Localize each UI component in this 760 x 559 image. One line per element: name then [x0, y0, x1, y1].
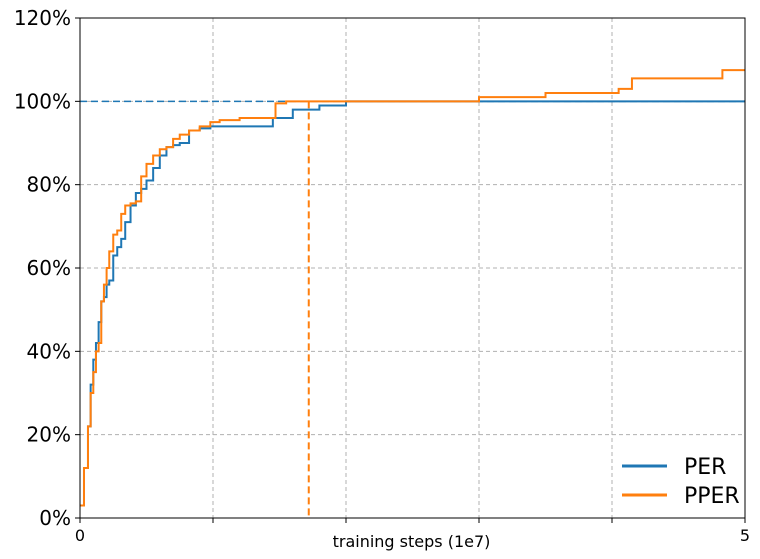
y-tick-label-0: 0%: [39, 506, 71, 530]
y-tick-label-5: 100%: [14, 89, 71, 113]
legend-label-per: PER: [684, 455, 726, 480]
y-tick-label-1: 20%: [27, 423, 71, 447]
series-line-pper: [80, 69, 745, 507]
legend-label-pper: PPER: [684, 484, 740, 509]
y-tick-label-2: 40%: [27, 339, 71, 363]
x-tick-label-5: 5: [740, 526, 750, 545]
y-tick-label-3: 60%: [27, 256, 71, 280]
grid-lines: [80, 18, 745, 518]
reference-line-group: [80, 100, 745, 518]
y-axis-ticks: 0% 20% 40% 60% 80% 100% 120%: [14, 6, 80, 530]
x-axis-label: training steps (1e7): [333, 532, 491, 551]
legend: PER PPER: [622, 455, 740, 509]
series-line-per: [80, 100, 745, 507]
y-tick-label-4: 80%: [27, 173, 71, 197]
series-group: [80, 69, 745, 507]
y-tick-label-6: 120%: [14, 6, 71, 30]
x-tick-label-0: 0: [75, 526, 85, 545]
